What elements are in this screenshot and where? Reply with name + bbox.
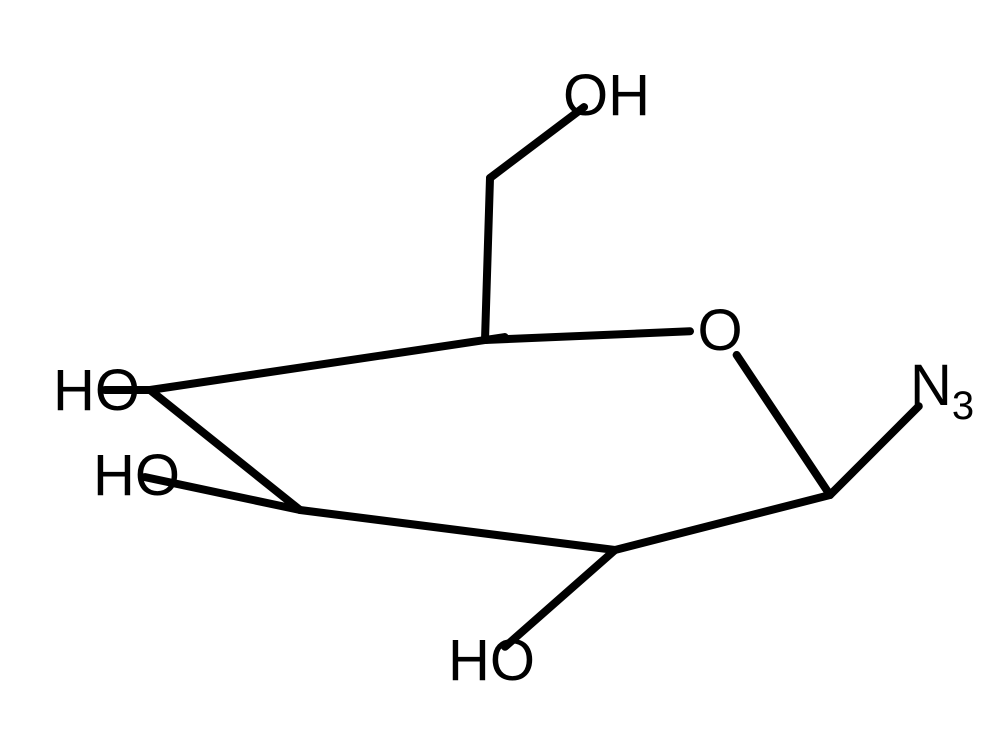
atom-label-o3: HO xyxy=(93,443,180,508)
atom-label-o6: OH xyxy=(563,63,650,128)
atom-label-o4: HO xyxy=(53,358,140,423)
atom-label-n3: N3 xyxy=(910,353,974,428)
molecule-diagram: O OH HO HO HO N3 xyxy=(0,0,1000,750)
atom-label-o2: HO xyxy=(448,628,535,693)
ring-oxygen-label: O xyxy=(697,298,742,363)
